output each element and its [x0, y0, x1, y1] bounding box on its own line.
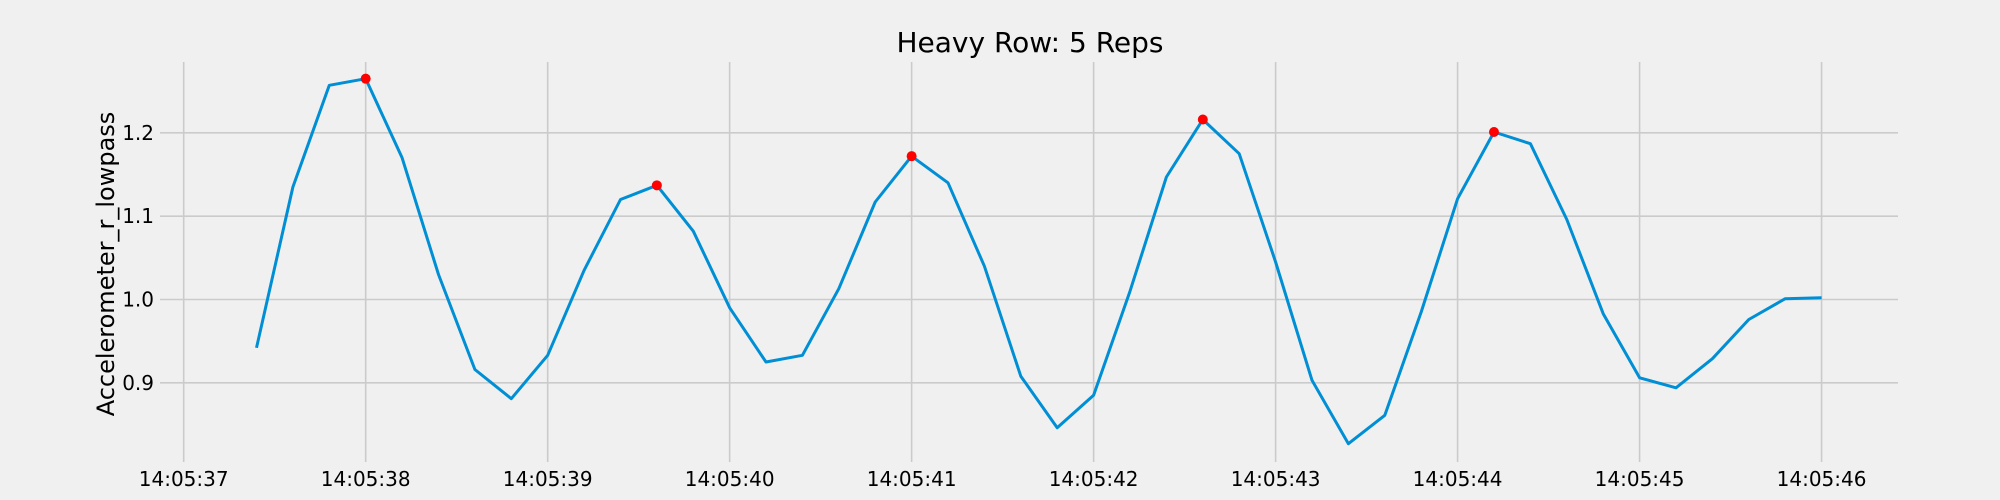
data-point	[946, 181, 950, 185]
data-point	[1383, 413, 1387, 417]
x-tick-label: 14:05:44	[1413, 467, 1503, 491]
data-point	[1674, 386, 1678, 390]
data-point	[1310, 378, 1314, 382]
x-tick-label: 14:05:43	[1231, 467, 1321, 491]
data-point	[1055, 426, 1059, 430]
data-point	[1747, 318, 1751, 322]
x-tick-label: 14:05:39	[503, 467, 593, 491]
data-point	[1783, 297, 1787, 301]
data-point	[327, 83, 331, 87]
peak-marker	[360, 73, 371, 84]
data-point	[982, 264, 986, 268]
data-point	[1820, 296, 1824, 300]
data-point	[873, 200, 877, 204]
y-tick-label: 1.2	[122, 121, 154, 145]
data-point	[1346, 442, 1350, 446]
data-point	[691, 229, 695, 233]
peak-marker	[906, 151, 917, 162]
data-point	[1710, 357, 1714, 361]
x-tick-label: 14:05:40	[685, 467, 775, 491]
data-point	[436, 273, 440, 277]
data-point	[764, 360, 768, 364]
x-tick-label: 14:05:38	[321, 467, 411, 491]
peak-markers	[360, 73, 1499, 191]
data-point	[1092, 393, 1096, 397]
y-axis-label: Accelerometer_r_lowpass	[92, 112, 120, 417]
data-point	[618, 198, 622, 202]
x-tick-label: 14:05:42	[1049, 467, 1139, 491]
x-tick-labels: 14:05:37 14:05:38 14:05:39 14:05:40 14:05:41…	[139, 467, 1867, 491]
data-point	[254, 346, 258, 350]
data-point	[837, 287, 841, 291]
data-point	[546, 353, 550, 357]
data-point	[1019, 374, 1023, 378]
data-point	[1638, 376, 1642, 380]
series-line	[255, 77, 1822, 446]
y-tick-label: 1.0	[122, 288, 154, 312]
peak-marker	[1197, 114, 1208, 125]
data-point	[1237, 152, 1241, 156]
y-tick-label: 1.1	[122, 204, 154, 228]
data-point	[400, 156, 404, 160]
data-point	[509, 397, 513, 401]
y-tick-label: 0.9	[122, 371, 154, 395]
data-point	[1128, 289, 1132, 293]
x-tick-label: 14:05:45	[1595, 467, 1685, 491]
data-point	[1164, 175, 1168, 179]
peak-marker	[1488, 127, 1499, 137]
data-point	[728, 306, 732, 310]
data-point	[582, 268, 586, 272]
y-tick-labels: 0.9 1.0 1.1 1.2	[122, 121, 154, 395]
chart-title: Heavy Row: 5 Reps	[896, 26, 1163, 59]
data-point	[800, 353, 804, 357]
data-point	[1565, 218, 1569, 222]
data-point	[1456, 197, 1460, 201]
data-point	[1419, 310, 1423, 314]
peak-marker	[651, 180, 662, 191]
data-point	[1601, 312, 1605, 316]
x-tick-label: 14:05:41	[867, 467, 957, 491]
data-point	[1528, 142, 1532, 146]
data-point	[473, 368, 477, 372]
x-tick-label: 14:05:37	[139, 467, 229, 491]
x-gridlines	[182, 62, 1823, 462]
data-point	[1274, 260, 1278, 264]
x-tick-label: 14:05:46	[1777, 467, 1867, 491]
data-point	[291, 185, 295, 189]
